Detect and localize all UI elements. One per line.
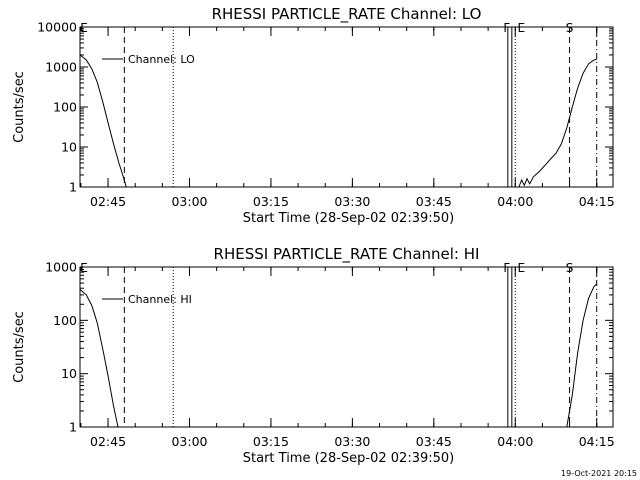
x-tick-label: 03:45 (416, 434, 452, 449)
series-line-pass-2 (566, 283, 598, 428)
series-line-pass-1 (79, 289, 119, 428)
flag-label: F (503, 261, 510, 275)
y-tick-label: 1000 (45, 260, 77, 275)
legend-label: Channel: HI (128, 293, 192, 306)
y-axis-label: Counts/sec (12, 311, 27, 383)
y-axis-label: Counts/sec (12, 71, 27, 143)
flag-label: S (566, 261, 574, 275)
chart-title: RHESSI PARTICLE_RATE Channel: HI (214, 245, 480, 264)
legend-label: Channel: LO (128, 53, 195, 66)
x-tick-label: 04:00 (497, 194, 533, 209)
x-tick-label: 03:45 (416, 194, 452, 209)
x-tick-label: 04:00 (497, 434, 533, 449)
x-tick-label: 03:00 (171, 434, 207, 449)
y-tick-label: 100 (53, 100, 77, 115)
y-tick-label: 100 (53, 313, 77, 328)
chart-title: RHESSI PARTICLE_RATE Channel: LO (212, 5, 482, 24)
y-tick-label: 1 (69, 180, 77, 195)
x-tick-label: 02:45 (90, 434, 126, 449)
x-axis-label: Start Time (28-Sep-02 02:39:50) (243, 211, 454, 226)
y-tick-label: 10000 (37, 20, 77, 35)
flag-label: S (566, 21, 574, 35)
y-tick-label: 10 (61, 366, 77, 381)
x-tick-label: 03:00 (171, 194, 207, 209)
plot-frame (79, 266, 614, 428)
flag-label: E (517, 261, 525, 275)
flag-label: E (80, 261, 88, 275)
y-tick-label: 1 (69, 420, 77, 435)
series-line-pass-2 (518, 58, 597, 188)
x-axis-label: Start Time (28-Sep-02 02:39:50) (243, 451, 454, 466)
panel-hi: RHESSI PARTICLE_RATE Channel: HI 1 10 100 10… (12, 245, 615, 466)
footer-timestamp: 19-Oct-2021 20:15 (561, 469, 637, 478)
x-tick-label: 03:30 (334, 434, 370, 449)
flag-label: E (517, 21, 525, 35)
plot-frame (79, 26, 614, 188)
flag-label: F (503, 21, 510, 35)
y-tick-label: 10 (61, 140, 77, 155)
panel-lo: RHESSI PARTICLE_RATE Channel: LO 1 10 100 10… (12, 5, 615, 226)
x-tick-label: 03:15 (253, 434, 289, 449)
x-tick-label: 03:30 (334, 194, 370, 209)
flag-label: E (80, 21, 88, 35)
x-tick-label: 04:15 (579, 434, 615, 449)
y-tick-label: 1000 (45, 60, 77, 75)
x-tick-label: 03:15 (253, 194, 289, 209)
series-line-pass-1 (79, 54, 127, 188)
x-tick-label: 04:15 (579, 194, 615, 209)
x-tick-label: 02:45 (90, 194, 126, 209)
